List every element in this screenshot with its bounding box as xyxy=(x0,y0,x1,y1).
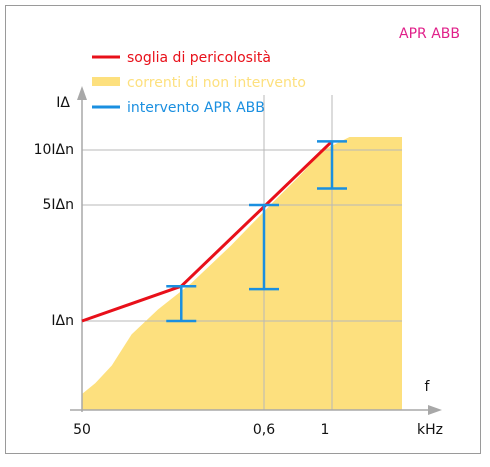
corner-label: APR ABB xyxy=(399,26,460,42)
y-tick-10in: 10IΔn xyxy=(34,142,74,158)
legend-label-trip: intervento APR ABB xyxy=(127,100,265,116)
y-axis-arrow xyxy=(77,86,87,100)
legend-label-threshold: soglia di pericolosità xyxy=(127,50,271,66)
legend-swatch-non-trip xyxy=(92,77,120,86)
x-axis-arrow xyxy=(428,405,442,415)
x-axis-label: f xyxy=(425,379,431,395)
y-tick-5in: 5IΔn xyxy=(43,197,75,213)
x-tick-1: 1 xyxy=(321,422,330,438)
x-tick-06: 0,6 xyxy=(253,422,275,438)
x-tick-50: 50 xyxy=(73,422,91,438)
legend: soglia di pericolosità correnti di non i… xyxy=(92,50,306,116)
y-tick-1in: IΔn xyxy=(51,313,74,329)
non-trip-current-area xyxy=(82,137,402,410)
y-axis-label: IΔ xyxy=(56,95,70,111)
legend-label-non-trip: correnti di non intervento xyxy=(127,75,306,91)
x-axis-unit: kHz xyxy=(417,422,443,438)
